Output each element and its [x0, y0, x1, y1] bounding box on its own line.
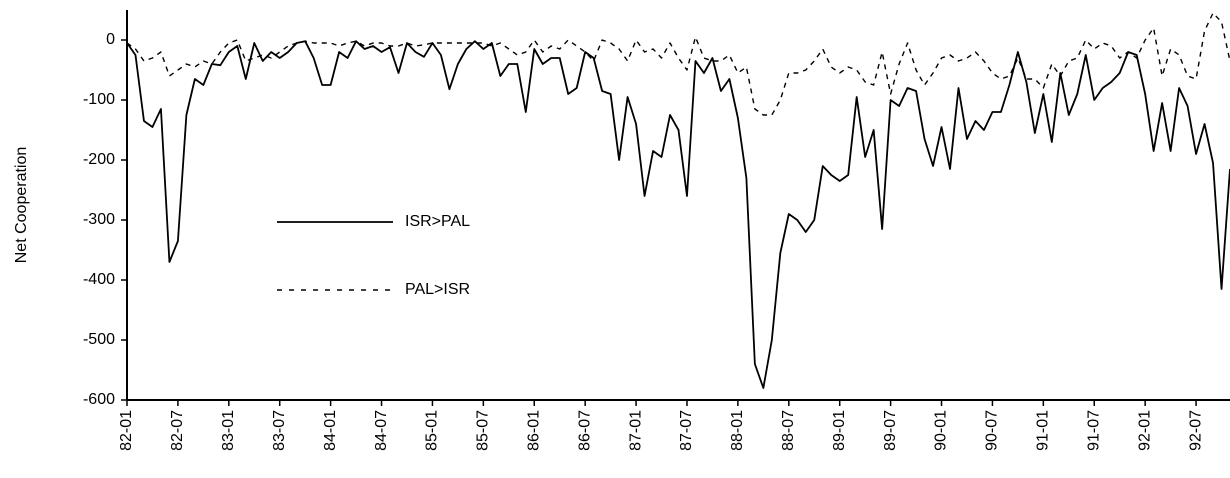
x-tick-label: 83-01 — [220, 410, 237, 451]
x-tick-label: 84-01 — [322, 410, 339, 451]
x-tick-label: 89-07 — [882, 410, 899, 451]
x-tick-label: 82-07 — [169, 410, 186, 451]
x-tick-label: 85-07 — [475, 410, 492, 451]
series-line — [126, 40, 1230, 389]
y-tick-label: -300 — [83, 211, 115, 228]
y-tick-label: 0 — [106, 31, 115, 48]
y-tick-label: -200 — [83, 151, 115, 168]
x-tick-label: 90-01 — [933, 410, 950, 451]
x-tick-label: 84-07 — [373, 410, 390, 451]
x-tick-label: 90-07 — [984, 410, 1001, 451]
y-axis-label: Net Cooperation — [13, 147, 30, 264]
y-tick-label: -500 — [83, 331, 115, 348]
x-tick-label: 89-01 — [831, 410, 848, 451]
legend-label: PAL>ISR — [405, 281, 470, 298]
x-tick-label: 85-01 — [424, 410, 441, 451]
x-tick-label: 86-01 — [525, 410, 542, 451]
x-tick-label: 87-07 — [678, 410, 695, 451]
x-tick-label: 88-01 — [729, 410, 746, 451]
y-tick-label: -100 — [83, 91, 115, 108]
y-tick-label: -400 — [83, 271, 115, 288]
x-tick-label: 91-01 — [1035, 410, 1052, 451]
x-tick-label: 83-07 — [271, 410, 288, 451]
y-tick-label: -600 — [83, 391, 115, 408]
x-tick-label: 86-07 — [576, 410, 593, 451]
x-tick-label: 92-01 — [1136, 410, 1153, 451]
x-tick-label: 91-07 — [1085, 410, 1102, 451]
x-tick-label: 88-07 — [780, 410, 797, 451]
x-tick-label: 92-07 — [1187, 410, 1204, 451]
x-tick-label: 82-01 — [118, 410, 135, 451]
series-line — [126, 12, 1230, 116]
legend-label: ISR>PAL — [405, 213, 470, 230]
x-tick-label: 87-01 — [627, 410, 644, 451]
